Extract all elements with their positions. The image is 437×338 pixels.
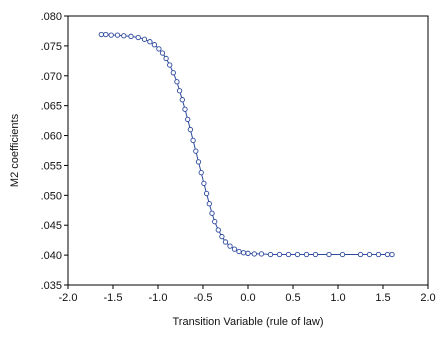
data-point (231, 246, 238, 252)
data-point (179, 97, 185, 103)
data-point (201, 180, 207, 187)
data-point (198, 169, 204, 176)
data-point (151, 42, 158, 48)
x-tick-label: 2.0 (420, 292, 435, 304)
data-point (203, 190, 210, 197)
y-tick-label: .040 (41, 250, 62, 262)
data-point (258, 251, 265, 257)
y-tick-label: .070 (41, 71, 62, 83)
data-point (209, 210, 215, 216)
y-tick-label: .055 (41, 160, 62, 172)
x-tick-label: -1.5 (104, 292, 123, 304)
x-tick-label: 0.0 (240, 292, 255, 304)
data-point (103, 31, 109, 38)
data-point (147, 39, 153, 45)
data-point (121, 33, 127, 39)
data-point (98, 31, 104, 38)
data-point (384, 251, 391, 258)
data-point (285, 251, 292, 258)
data-point (195, 159, 202, 165)
data-point (167, 62, 173, 68)
data-point (206, 201, 212, 207)
plot-area: -2.0 -1.5 -1.0 -0.5 0.0 0.5 1.0 1.5 2.0 .035 .040… (41, 11, 436, 304)
y-tick-label: .075 (41, 41, 62, 53)
x-tick-label: -1.0 (149, 292, 168, 304)
data-point (375, 251, 382, 258)
data-point (312, 251, 319, 258)
data-point (245, 250, 251, 256)
data-point (276, 251, 283, 258)
data-point (267, 251, 274, 258)
data-point (357, 251, 364, 258)
data-point (366, 251, 373, 258)
data-point (326, 251, 332, 258)
data-point (182, 106, 188, 112)
x-tick-label: -2.0 (59, 292, 78, 304)
data-point (156, 46, 162, 52)
data-point (170, 70, 176, 76)
y-tick-label: .060 (41, 131, 62, 143)
data-point (339, 251, 346, 258)
data-point (108, 32, 114, 38)
data-point (190, 137, 196, 143)
data-point (187, 126, 194, 133)
data-point (128, 33, 134, 39)
y-tick-label: .045 (41, 220, 62, 232)
y-tick-label: .050 (41, 190, 62, 202)
data-point (236, 248, 242, 255)
data-point (185, 116, 191, 123)
data-point (163, 55, 169, 62)
data-point (389, 251, 395, 258)
data-point (294, 251, 301, 258)
data-point (303, 251, 310, 258)
x-axis-title: Transition Variable (rule of law) (172, 316, 323, 328)
data-point (212, 218, 218, 225)
data-point (193, 148, 199, 154)
x-tick-label: -0.5 (194, 292, 213, 304)
data-point (159, 50, 166, 56)
series-markers (98, 31, 395, 258)
y-axis-title: M2 coefficients (9, 113, 21, 187)
data-point (174, 79, 180, 85)
data-point (222, 239, 229, 245)
data-point (227, 243, 233, 249)
y-axis: .035 .040 .045 .050 .055 .060 .065 .070 .075 .080 (41, 11, 68, 292)
data-point (176, 88, 183, 94)
x-tick-label: 1.5 (375, 292, 390, 304)
data-point (135, 34, 141, 41)
data-point (251, 251, 257, 257)
data-point (141, 36, 148, 42)
y-tick-label: .080 (41, 11, 62, 23)
y-tick-label: .035 (41, 280, 62, 292)
x-tick-label: 0.5 (285, 292, 300, 304)
y-tick-label: .065 (41, 101, 62, 113)
data-point (219, 233, 225, 240)
data-point (240, 250, 247, 256)
data-point (114, 32, 121, 38)
x-tick-label: 1.0 (330, 292, 345, 304)
x-axis: -2.0 -1.5 -1.0 -0.5 0.0 0.5 1.0 1.5 2.0 (59, 285, 436, 304)
data-point (215, 227, 221, 233)
